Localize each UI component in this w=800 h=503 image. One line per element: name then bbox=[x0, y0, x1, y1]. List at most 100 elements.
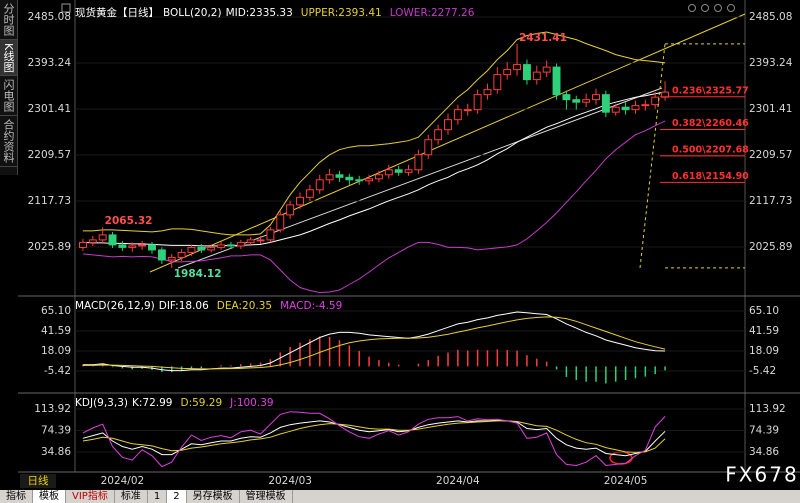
y-tick-label-right: 2025.89 bbox=[749, 241, 792, 253]
candle-body bbox=[582, 99, 591, 103]
candle-body bbox=[552, 66, 561, 96]
watermark: FX678 bbox=[725, 463, 798, 487]
toolbar-icon[interactable] bbox=[714, 4, 722, 12]
low-label: 1984.12 bbox=[174, 268, 222, 280]
indicator-name: BOLL(20,2) bbox=[163, 7, 222, 19]
candle-body bbox=[335, 174, 344, 178]
legend-label: UPPER: bbox=[301, 7, 339, 19]
period-label[interactable]: 日线 bbox=[28, 474, 49, 487]
candle-body bbox=[651, 96, 660, 106]
legend-value: 100.39 bbox=[237, 397, 274, 409]
candle-body bbox=[197, 246, 206, 251]
sidebar: 分时图 K线图 闪电图 合约资料 bbox=[0, 0, 18, 175]
legend-label: K: bbox=[132, 397, 142, 409]
indicator-line bbox=[82, 411, 666, 468]
candle-body bbox=[473, 94, 482, 111]
candle-body bbox=[167, 256, 176, 261]
toolbar-item[interactable]: VIP指标 bbox=[66, 490, 115, 503]
y-tick-label-right: 2301.41 bbox=[749, 103, 792, 115]
toolbar-icon[interactable] bbox=[701, 4, 709, 12]
toolbar-icon[interactable] bbox=[688, 4, 696, 12]
y-tick-label-right: -5.42 bbox=[749, 365, 776, 377]
y-tick-label-right: 2209.57 bbox=[749, 149, 792, 161]
indicator-line bbox=[82, 311, 666, 372]
sidebar-tab[interactable]: 闪电图 bbox=[0, 76, 17, 117]
candle-body bbox=[78, 241, 87, 248]
candle-body bbox=[345, 176, 354, 181]
candle-body bbox=[483, 89, 492, 96]
candle-body bbox=[177, 251, 186, 258]
legend-value: 20.35 bbox=[242, 300, 272, 312]
legend-value: 2335.33 bbox=[249, 7, 292, 19]
candle-body bbox=[522, 64, 531, 81]
candle-body bbox=[296, 196, 304, 206]
menu-icon[interactable] bbox=[61, 3, 71, 13]
x-tick-label: 2024/04 bbox=[436, 475, 480, 487]
candle-body bbox=[611, 106, 620, 113]
y-tick-label: 65.10 bbox=[41, 305, 71, 317]
fib-label: 0.382\2260.46 bbox=[672, 118, 749, 129]
candle-body bbox=[493, 74, 502, 91]
legend-value: 72.99 bbox=[142, 397, 172, 409]
y-tick-label-right: 41.59 bbox=[749, 325, 779, 337]
sidebar-tab[interactable]: K线图 bbox=[0, 40, 17, 77]
candle-body bbox=[601, 94, 610, 113]
candle-body bbox=[118, 244, 127, 248]
candle-body bbox=[236, 241, 245, 247]
candle-body bbox=[305, 189, 314, 198]
toolbar-icon[interactable] bbox=[727, 4, 735, 12]
sidebar-tab[interactable]: 合约资料 bbox=[0, 116, 17, 168]
high-label: 2431.41 bbox=[519, 32, 567, 44]
candle-body bbox=[453, 109, 462, 121]
indicator-line bbox=[82, 316, 666, 370]
candle-body bbox=[424, 139, 433, 156]
y-tick-label-right: 2117.73 bbox=[749, 195, 792, 207]
candle-body bbox=[562, 94, 571, 101]
fib-label: 0.500\2207.68 bbox=[672, 144, 749, 155]
candle-body bbox=[404, 169, 413, 173]
x-tick-label: 2024/05 bbox=[604, 475, 648, 487]
candle-body bbox=[108, 234, 117, 246]
y-tick-label-right: 34.86 bbox=[749, 446, 779, 458]
panel-title: KDJ(9,3,3) bbox=[75, 397, 128, 409]
chart: 日线 FX678 2025.89 2025.89 2117.73 2117.73 220… bbox=[18, 0, 800, 490]
legend-label: DEA: bbox=[217, 300, 242, 312]
candle-body bbox=[621, 106, 630, 111]
candle-body bbox=[256, 239, 265, 242]
trend-line bbox=[177, 87, 663, 269]
legend-label: DIF: bbox=[159, 300, 179, 312]
candle-body bbox=[641, 104, 650, 107]
y-tick-label: 41.59 bbox=[41, 325, 71, 337]
toolbar-item[interactable]: 标准 bbox=[115, 490, 148, 503]
toolbar-item[interactable]: 管理模板 bbox=[240, 490, 293, 503]
candle-body bbox=[365, 178, 374, 182]
legend-value: 18.06 bbox=[179, 300, 209, 312]
period-box[interactable] bbox=[20, 474, 56, 488]
y-tick-label: -5.42 bbox=[44, 365, 71, 377]
fib-label: 0.236\2325.77 bbox=[672, 85, 749, 96]
legend-label: LOWER: bbox=[390, 7, 431, 19]
y-tick-label: 2117.73 bbox=[28, 195, 71, 207]
candle-body bbox=[226, 244, 235, 247]
indicator-line bbox=[82, 31, 666, 236]
panel-title: MACD(26,12,9) bbox=[75, 300, 155, 312]
candle-body bbox=[88, 239, 97, 243]
background bbox=[18, 0, 800, 490]
y-tick-label: 74.39 bbox=[41, 424, 71, 436]
legend-value: -4.59 bbox=[315, 300, 342, 312]
sidebar-tab[interactable]: 分时图 bbox=[0, 0, 17, 40]
toolbar-item[interactable]: 2 bbox=[167, 490, 187, 503]
y-tick-label-right: 74.39 bbox=[749, 424, 779, 436]
candle-body bbox=[503, 69, 512, 76]
candle-body bbox=[187, 246, 196, 253]
toolbar-item[interactable]: 模板 bbox=[33, 490, 66, 503]
indicator-line bbox=[82, 91, 666, 247]
y-tick-label: 18.09 bbox=[41, 345, 71, 357]
toolbar-item[interactable]: 另存模板 bbox=[187, 490, 240, 503]
toolbar-item[interactable]: 指标 bbox=[0, 490, 33, 503]
candle-body bbox=[138, 244, 147, 247]
toolbar-item[interactable]: 1 bbox=[148, 490, 168, 503]
candle-body bbox=[246, 239, 255, 243]
candle-body bbox=[444, 119, 452, 131]
